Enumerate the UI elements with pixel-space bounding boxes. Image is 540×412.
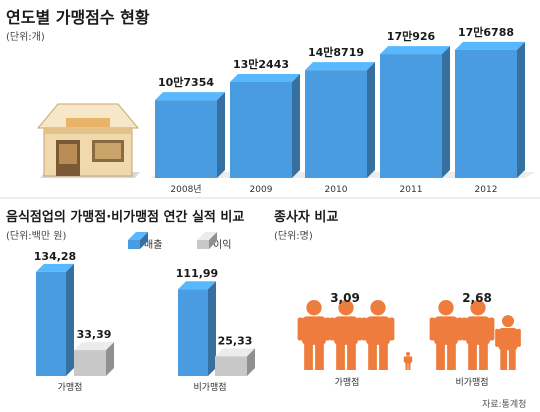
year-bar xyxy=(155,92,225,178)
x-tick-label: 가맹점 xyxy=(335,376,360,388)
profit-value-label: 25,33 xyxy=(218,334,253,347)
chart1-unit: (단위:개) xyxy=(6,32,45,43)
x-tick-label: 비가맹점 xyxy=(455,376,488,388)
source-note: 자료:통계청 xyxy=(482,400,527,410)
legend-label-profit: 이익 xyxy=(213,240,232,251)
bar-value-label: 14만8719 xyxy=(308,45,364,59)
x-tick-label: 2011 xyxy=(400,185,423,195)
year-bar xyxy=(230,73,300,178)
person-icon-partial xyxy=(403,352,413,370)
chart3-unit: (단위:명) xyxy=(274,231,313,242)
x-tick-label: 2012 xyxy=(475,185,498,195)
bar-value-label: 17만926 xyxy=(387,29,436,43)
store-icon xyxy=(36,103,140,178)
person-icon xyxy=(429,300,463,370)
sales-bar xyxy=(36,263,74,376)
bar-value-label: 10만7354 xyxy=(158,75,214,89)
x-tick-label: 2009 xyxy=(250,185,273,195)
x-tick-label: 가맹점 xyxy=(58,381,83,393)
year-bar xyxy=(455,41,525,178)
x-tick-label: 2008년 xyxy=(170,184,201,195)
person-icon xyxy=(361,300,395,370)
chart3-title: 종사자 비교 xyxy=(274,210,339,225)
sales-value-label: 134,28 xyxy=(34,250,76,263)
chart1-title: 연도별 가맹점수 현황 xyxy=(6,8,150,27)
sales-value-label: 111,99 xyxy=(176,267,218,280)
bar-value-label: 17만6788 xyxy=(458,25,514,39)
person-icon xyxy=(329,300,363,370)
profit-value-label: 33,39 xyxy=(77,328,112,341)
person-icon xyxy=(461,300,495,370)
legend-swatch-sales xyxy=(128,232,148,249)
legend-swatch-profit xyxy=(197,232,217,249)
legend-label-sales: 매출 xyxy=(144,240,163,251)
profit-bar xyxy=(215,348,255,376)
year-bar xyxy=(380,46,450,179)
profit-bar xyxy=(74,342,114,376)
bar-value-label: 13만2443 xyxy=(233,57,289,71)
x-tick-label: 비가맹점 xyxy=(193,381,226,393)
person-icon xyxy=(297,300,331,370)
employee-value-label: 3,09 xyxy=(330,291,360,305)
person-icon-partial xyxy=(495,315,521,370)
sales-bar xyxy=(178,281,216,376)
chart2-title: 음식점업의 가맹점·비가맹점 연간 실적 비교 xyxy=(6,210,245,225)
chart2-unit: (단위:백만 원) xyxy=(6,231,67,242)
employee-value-label: 2,68 xyxy=(462,291,492,305)
year-bar xyxy=(305,62,375,178)
x-tick-label: 2010 xyxy=(325,185,348,195)
